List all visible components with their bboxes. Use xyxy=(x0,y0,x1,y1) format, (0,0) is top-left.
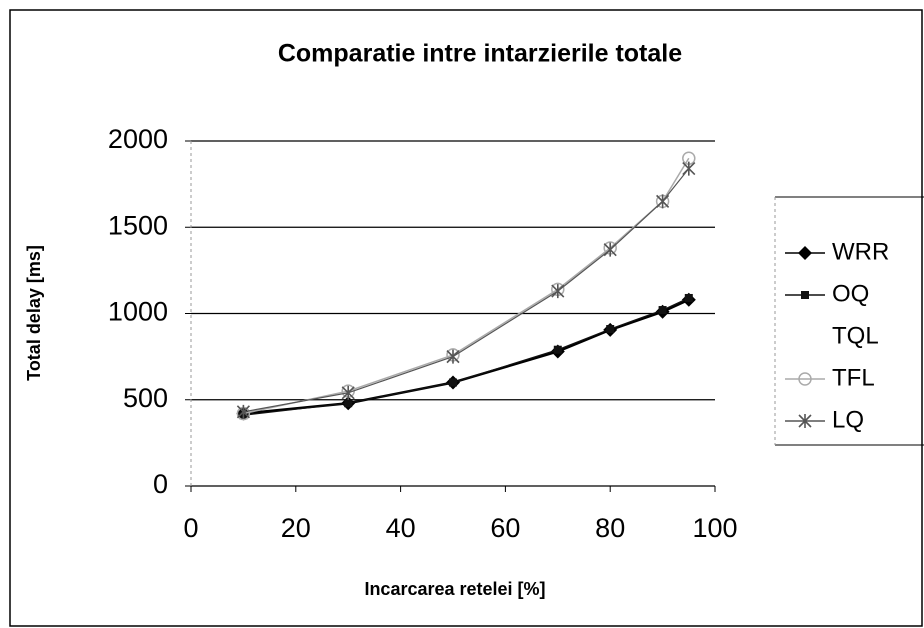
chart-title: Comparatie intre intarzierile totale xyxy=(278,40,682,68)
legend-label: OQ xyxy=(832,280,869,307)
marker xyxy=(682,161,696,176)
y-tick-label: 1000 xyxy=(108,297,168,327)
marker xyxy=(658,306,667,315)
y-tick-label: 2000 xyxy=(108,124,168,154)
x-tick-label: 20 xyxy=(281,513,311,543)
marker xyxy=(344,399,353,408)
legend-label: WRR xyxy=(832,238,889,265)
chart-border xyxy=(9,9,923,627)
x-tick-label: 0 xyxy=(183,513,198,543)
x-tick-label: 80 xyxy=(595,513,625,543)
x-tick-label: 60 xyxy=(490,513,520,543)
marker xyxy=(798,372,812,386)
legend-label: LQ xyxy=(832,406,864,433)
marker xyxy=(553,345,562,354)
marker xyxy=(446,349,460,364)
marker xyxy=(656,194,670,209)
y-tick-label: 500 xyxy=(123,383,168,413)
x-axis-label: Incarcarea retelei [%] xyxy=(364,579,545,599)
legend-label: TQL xyxy=(832,322,879,349)
marker xyxy=(236,404,250,419)
marker xyxy=(603,242,617,257)
y-tick-label: 1500 xyxy=(108,210,168,240)
marker xyxy=(798,246,812,260)
y-tick-label: 0 xyxy=(153,469,168,499)
marker xyxy=(798,414,812,428)
marker xyxy=(606,325,615,334)
marker xyxy=(551,284,565,299)
marker xyxy=(449,378,457,387)
x-tick-label: 40 xyxy=(386,513,416,543)
marker xyxy=(801,291,809,299)
x-tick-label: 100 xyxy=(692,513,737,543)
marker xyxy=(341,385,355,400)
marker xyxy=(684,293,693,302)
y-axis-label: Total delay [ms] xyxy=(24,245,44,381)
legend-label: TFL xyxy=(832,364,875,391)
